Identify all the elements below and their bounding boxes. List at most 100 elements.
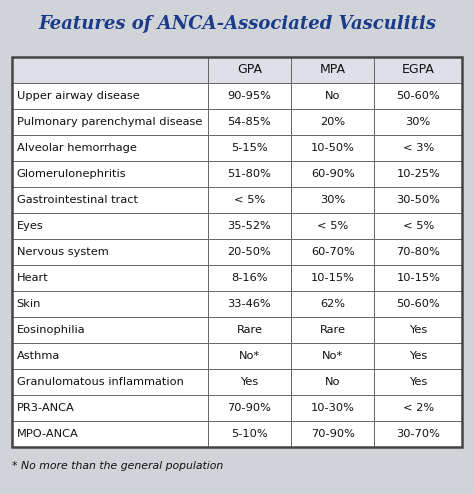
Bar <box>291 395 374 421</box>
Bar <box>208 161 291 187</box>
Bar <box>208 109 291 135</box>
Text: < 2%: < 2% <box>403 403 434 413</box>
Bar <box>12 161 208 187</box>
Text: Eyes: Eyes <box>17 221 43 231</box>
Text: Granulomatous inflammation: Granulomatous inflammation <box>17 377 183 387</box>
Bar <box>291 213 374 239</box>
Text: 50-60%: 50-60% <box>396 91 440 101</box>
Text: Asthma: Asthma <box>17 351 60 361</box>
Bar <box>208 83 291 109</box>
Bar <box>208 421 291 447</box>
Bar <box>374 57 462 83</box>
Text: Glomerulonephritis: Glomerulonephritis <box>17 169 126 179</box>
Bar <box>208 265 291 291</box>
Text: 51-80%: 51-80% <box>228 169 271 179</box>
Bar <box>291 83 374 109</box>
Text: 20-50%: 20-50% <box>228 247 271 257</box>
Bar <box>291 317 374 343</box>
Bar <box>374 135 462 161</box>
Text: GPA: GPA <box>237 63 262 76</box>
Text: 30-50%: 30-50% <box>396 195 440 205</box>
Bar <box>291 135 374 161</box>
Bar <box>291 187 374 213</box>
Text: 10-25%: 10-25% <box>396 169 440 179</box>
Text: Upper airway disease: Upper airway disease <box>17 91 139 101</box>
Text: < 5%: < 5% <box>234 195 265 205</box>
Text: Rare: Rare <box>237 325 263 335</box>
Text: 50-60%: 50-60% <box>396 299 440 309</box>
Text: Skin: Skin <box>17 299 41 309</box>
Text: 54-85%: 54-85% <box>228 117 271 127</box>
Text: PR3-ANCA: PR3-ANCA <box>17 403 74 413</box>
Text: MPO-ANCA: MPO-ANCA <box>17 429 78 439</box>
Text: Gastrointestinal tract: Gastrointestinal tract <box>17 195 137 205</box>
Bar <box>374 109 462 135</box>
Bar <box>374 369 462 395</box>
Text: No: No <box>325 377 340 387</box>
Text: Rare: Rare <box>319 325 346 335</box>
Bar <box>374 291 462 317</box>
Bar <box>291 239 374 265</box>
Bar <box>374 317 462 343</box>
Bar <box>12 265 208 291</box>
Text: 10-15%: 10-15% <box>396 273 440 283</box>
Bar <box>374 83 462 109</box>
Bar <box>208 317 291 343</box>
Text: < 5%: < 5% <box>317 221 348 231</box>
Text: 60-90%: 60-90% <box>311 169 355 179</box>
Text: Alveolar hemorrhage: Alveolar hemorrhage <box>17 143 137 153</box>
Text: < 3%: < 3% <box>402 143 434 153</box>
Bar <box>374 161 462 187</box>
Bar <box>208 57 291 83</box>
Text: Nervous system: Nervous system <box>17 247 109 257</box>
Bar <box>374 343 462 369</box>
Bar <box>291 343 374 369</box>
Text: 62%: 62% <box>320 299 345 309</box>
Bar <box>12 135 208 161</box>
Text: Eosinophilia: Eosinophilia <box>17 325 85 335</box>
Text: No*: No* <box>239 351 260 361</box>
Text: 20%: 20% <box>320 117 345 127</box>
Text: Yes: Yes <box>409 377 428 387</box>
Text: Features of ANCA-Associated Vasculitis: Features of ANCA-Associated Vasculitis <box>38 15 436 33</box>
Text: 70-90%: 70-90% <box>311 429 355 439</box>
Bar <box>291 421 374 447</box>
Bar <box>208 395 291 421</box>
Bar <box>208 369 291 395</box>
Text: Yes: Yes <box>240 377 258 387</box>
Bar <box>12 369 208 395</box>
Bar <box>12 57 462 447</box>
Bar <box>12 343 208 369</box>
Bar <box>291 57 374 83</box>
Bar <box>208 135 291 161</box>
Bar <box>291 265 374 291</box>
Text: 10-50%: 10-50% <box>311 143 355 153</box>
Bar <box>291 109 374 135</box>
Text: Yes: Yes <box>409 351 428 361</box>
Text: No*: No* <box>322 351 343 361</box>
Bar <box>374 187 462 213</box>
Text: 30%: 30% <box>406 117 431 127</box>
Bar <box>291 291 374 317</box>
Text: 70-80%: 70-80% <box>396 247 440 257</box>
Text: Yes: Yes <box>409 325 428 335</box>
Text: 10-15%: 10-15% <box>311 273 355 283</box>
Bar <box>374 213 462 239</box>
Text: 5-10%: 5-10% <box>231 429 268 439</box>
Bar <box>208 213 291 239</box>
Text: < 5%: < 5% <box>402 221 434 231</box>
Bar <box>12 239 208 265</box>
Text: Heart: Heart <box>17 273 48 283</box>
Bar <box>12 109 208 135</box>
Bar <box>208 343 291 369</box>
Bar <box>291 161 374 187</box>
Bar <box>208 239 291 265</box>
Bar <box>12 213 208 239</box>
Bar <box>12 291 208 317</box>
Text: 90-95%: 90-95% <box>228 91 271 101</box>
Bar <box>291 369 374 395</box>
Text: MPA: MPA <box>319 63 346 76</box>
Bar <box>208 291 291 317</box>
Text: 70-90%: 70-90% <box>228 403 271 413</box>
Text: 30%: 30% <box>320 195 346 205</box>
